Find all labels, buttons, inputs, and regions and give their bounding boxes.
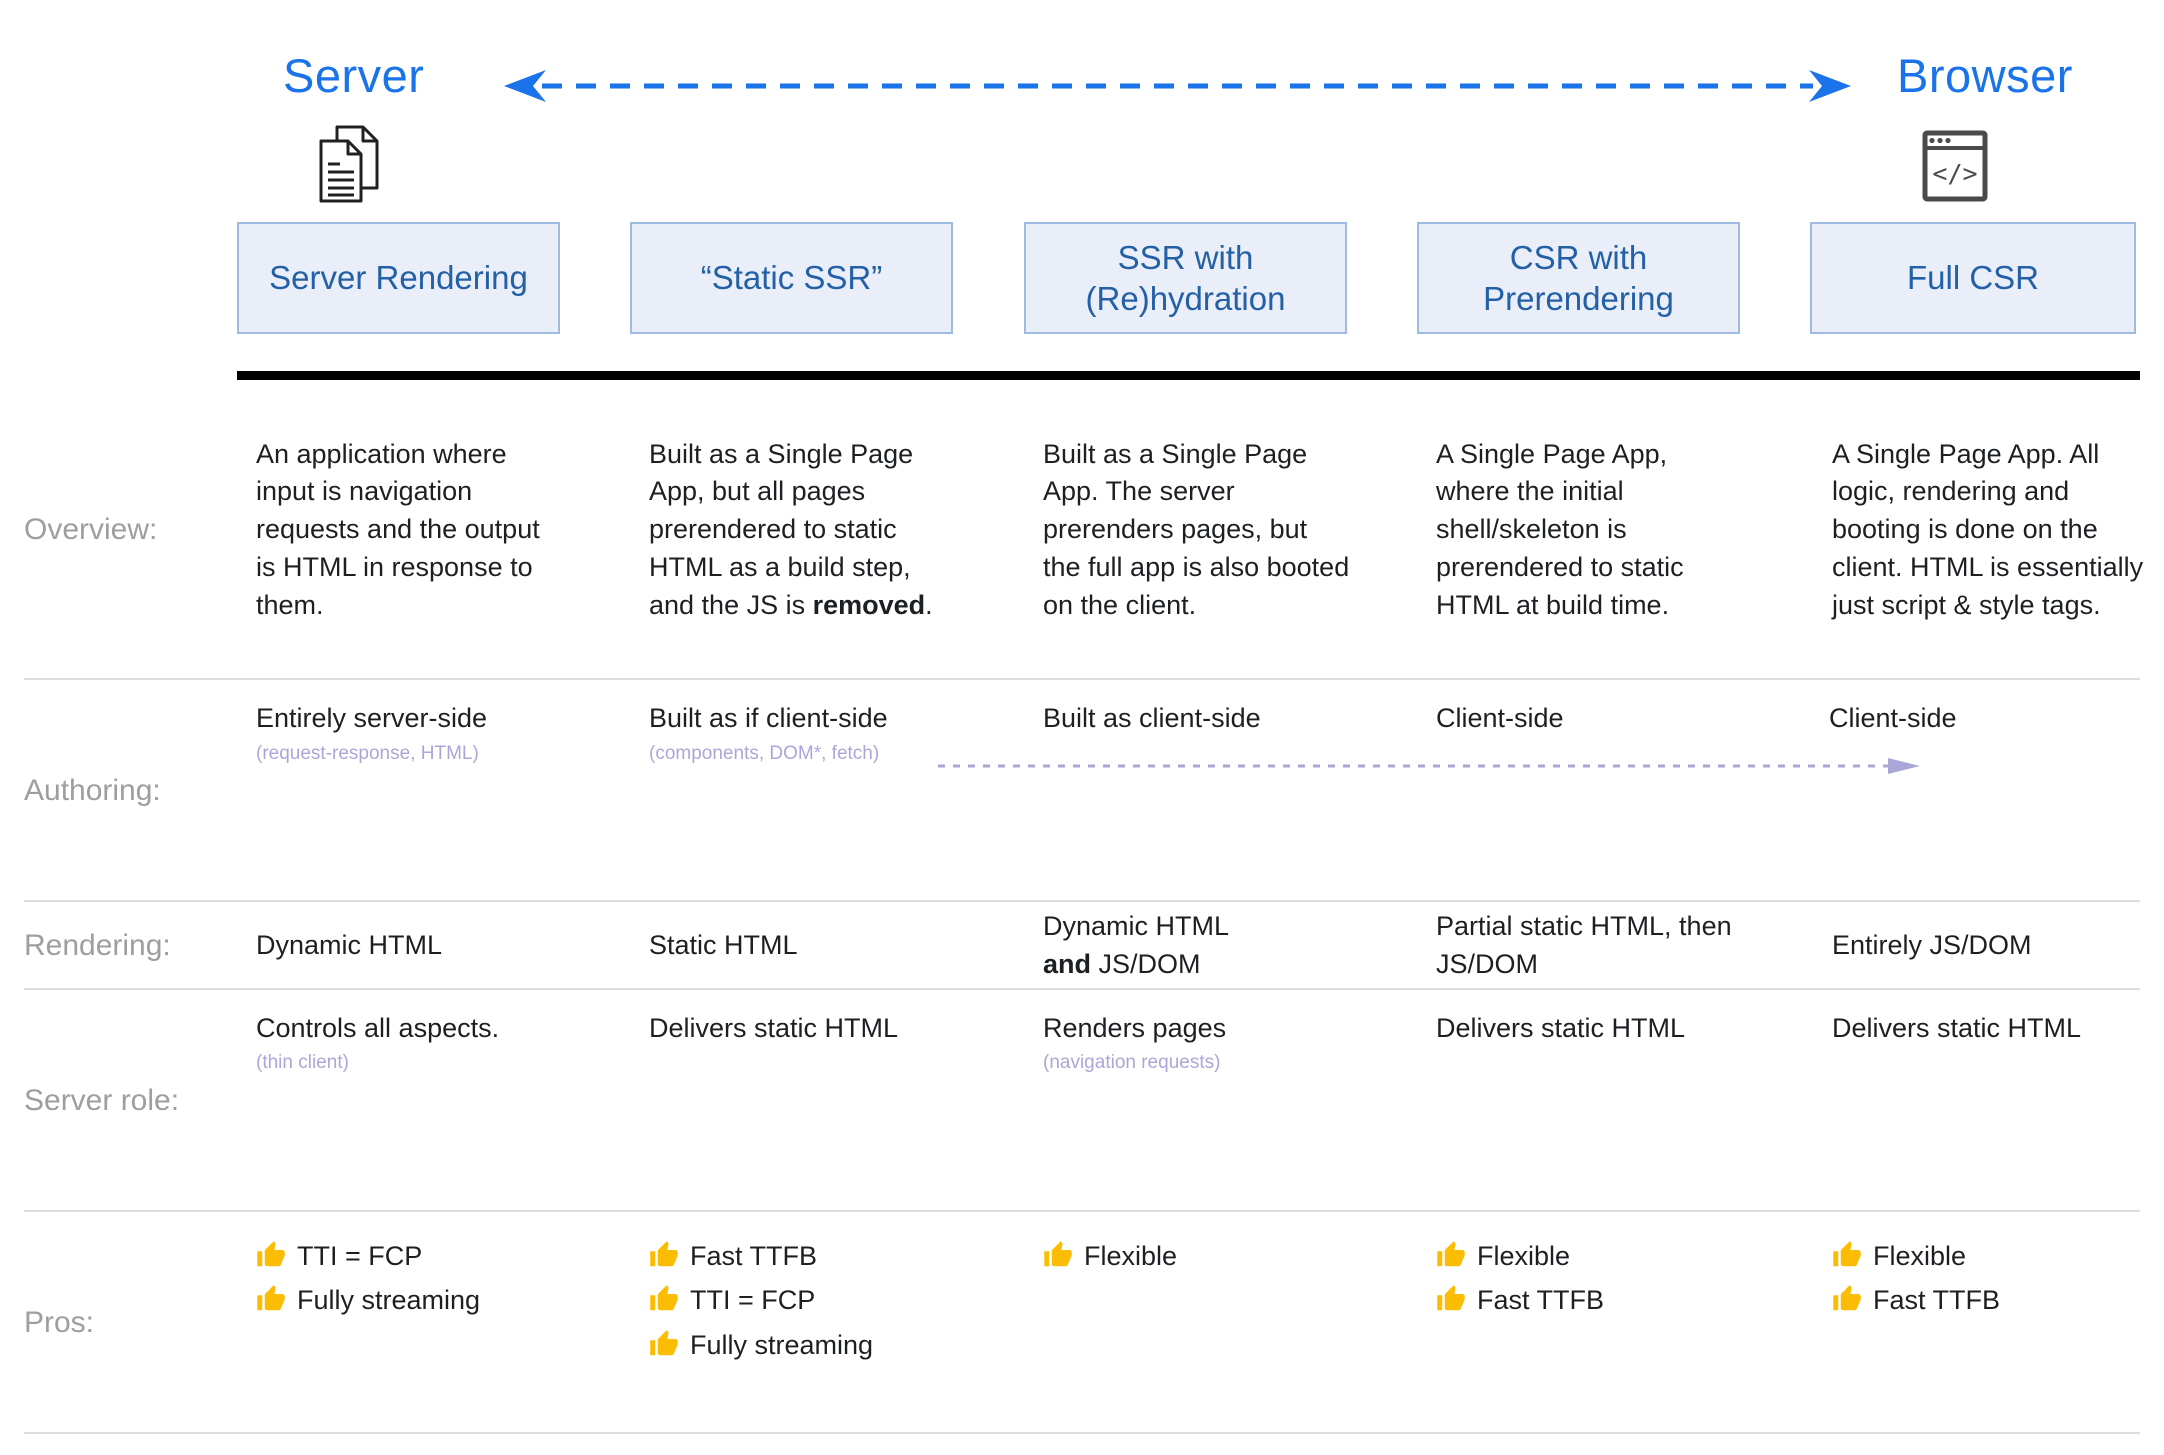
browser-axis-label: Browser [1897,49,2073,102]
thumbs-up-icon [1833,1285,1861,1311]
authoring-csr-prerendering: Client-side [1436,703,1564,733]
server-axis-label: Server [283,49,425,102]
server-browser-axis: Server Browser </> [0,0,2164,222]
authoring-note: (components, DOM*, fetch) [649,742,880,764]
thumbs-up-icon [1833,1240,1861,1266]
rendering-server-rendering: Dynamic HTML [256,929,443,960]
overview-server-rendering: An application where input is navigation… [256,438,540,620]
server-role-note: (thin client) [256,1052,349,1074]
row-overview: Overview: An application where input is … [0,380,2164,680]
row-cons: Cons: Slow TTFB Inflexible Inflexible Le… [0,1434,2164,1455]
pros-ssr-rehydration: Flexible [1024,1212,1417,1434]
overview-full-csr: A Single Page App. All logic, rendering … [1832,438,2144,620]
comparison-table: Overview: An application where input is … [0,380,2164,1455]
server-role-note: (navigation requests) [1043,1052,1221,1074]
cons-full-csr: TTI >>> FCP No streaming [1810,1434,2164,1455]
header-spacer [0,222,237,334]
pros-csr-prerendering: Flexible Fast TTFB [1417,1212,1810,1434]
cons-ssr-rehydration: Slow TTFB TTI >>> FCP Usually buffered [1024,1434,1417,1455]
row-label-authoring: Authoring: [24,774,161,807]
rendering-ssr-rehydration: Dynamic HTML and JS/DOM [1043,911,1230,979]
row-authoring: Authoring: Entirely server-side (request… [0,680,2164,902]
row-rendering: Rendering: Dynamic HTML Static HTML Dyna… [0,902,2164,990]
table-top-rule [237,371,2140,380]
cons-server-rendering: Slow TTFB Inflexible [237,1434,630,1455]
server-role-csr-prerendering: Delivers static HTML [1436,1012,1686,1043]
column-header-server-rendering: Server Rendering [237,222,560,334]
column-header-static-ssr: “Static SSR” [630,222,953,334]
thumbs-up-icon [1437,1285,1465,1311]
server-role-ssr-rehydration: Renders pages (navigation requests) [1024,990,1417,1212]
thumbs-up-icon [1044,1240,1072,1266]
server-role-full-csr: Delivers static HTML [1832,1012,2082,1043]
thumbs-up-icon [1437,1240,1465,1266]
thumbs-up-icon [650,1330,678,1356]
cons-static-ssr: Inflexible Leads to hydration [630,1434,1024,1455]
server-role-server-rendering: Controls all aspects. (thin client) [237,990,630,1212]
cons-csr-prerendering: TTI > FCP Limited streaming [1417,1434,1810,1455]
authoring-server-rendering: Entirely server-side (request-response, … [237,680,630,902]
pros-static-ssr: Fast TTFB TTI = FCP Fully streaming [630,1212,1024,1434]
column-headers: Server Rendering “Static SSR” SSR with (… [0,222,2164,334]
row-label-server-role: Server role: [24,1083,180,1117]
server-role-static-ssr: Delivers static HTML [649,1012,899,1043]
rendering-static-ssr: Static HTML [649,929,798,960]
column-header-ssr-rehydration: SSR with (Re)hydration [1024,222,1347,334]
rendering-csr-prerendering: Partial static HTML, then JS/DOM [1436,911,1732,979]
documents-icon [319,125,379,203]
column-header-csr-prerendering: CSR with Prerendering [1417,222,1740,334]
row-label-overview: Overview: [24,513,158,546]
rendering-full-csr: Entirely JS/DOM [1832,929,2032,960]
row-label-rendering: Rendering: [24,928,171,962]
pros-full-csr: Flexible Fast TTFB [1810,1212,2164,1434]
thumbs-up-icon [650,1240,678,1266]
authoring-note: (request-response, HTML) [256,742,479,764]
overview-ssr-rehydration: Built as a Single Page App. The server p… [1043,438,1350,620]
thumbs-up-icon [257,1240,285,1266]
svg-text:</>: </> [1932,159,1977,188]
authoring-ssr-rehydration: Built as client-side [1043,703,1261,733]
overview-csr-prerendering: A Single Page App, where the initial she… [1436,438,1684,620]
overview-static-ssr: Built as a Single Page App, but all page… [649,438,933,620]
browser-window-icon: </> [1922,130,1988,202]
server-browser-double-arrow [504,70,1851,102]
column-header-full-csr: Full CSR [1810,222,2136,334]
row-server-role: Server role: Controls all aspects. (thin… [0,990,2164,1212]
row-label-pros: Pros: [24,1305,95,1339]
thumbs-up-icon [257,1285,285,1311]
pros-server-rendering: TTI = FCP Fully streaming [237,1212,630,1434]
row-pros: Pros: TTI = FCP Fully streaming Fast TTF… [0,1212,2164,1434]
authoring-full-csr: Client-side [1829,703,1957,733]
client-side-trend-arrow [938,758,1920,774]
authoring-static-ssr: Built as if client-side (components, DOM… [630,680,1024,902]
thumbs-up-icon [650,1285,678,1311]
